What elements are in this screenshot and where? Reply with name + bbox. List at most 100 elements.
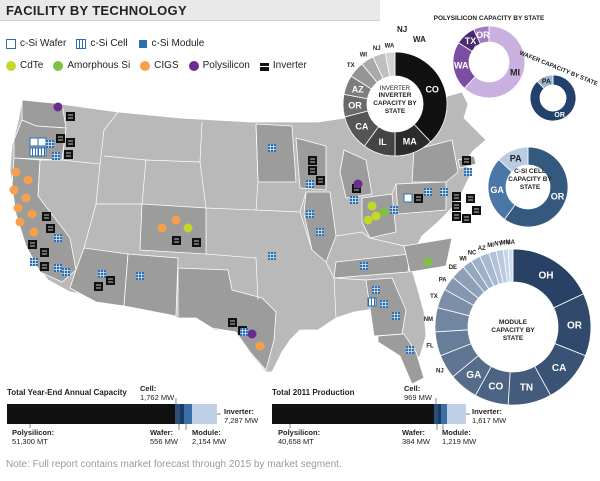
module-label-az: AZ (478, 246, 486, 252)
module-marker-icon (440, 188, 448, 196)
map-label-wa: WA (413, 35, 426, 44)
module-marker-icon (240, 328, 248, 336)
module-label-co: CO (488, 382, 503, 393)
module-marker-icon (306, 210, 314, 218)
inverter-marker-icon (40, 248, 49, 257)
capacity-bar-title: Total Year-End Annual Capacity (7, 388, 127, 397)
production-poly-label: Polysilicon: 40,658 MT (278, 428, 320, 446)
module-marker-icon (464, 168, 472, 176)
inverter-marker-icon (40, 262, 49, 271)
production-bar-wafer (438, 404, 441, 424)
cigs-dot-icon (140, 60, 151, 71)
module-label-pa: PA (439, 277, 448, 283)
inverter-chart-center: INVERTER INVERTER CAPACITY BY STATE (367, 76, 423, 132)
csi-label-pa: PA (510, 154, 522, 164)
amorphous-dot-icon (53, 60, 64, 71)
inverter-label-il: IL (379, 137, 388, 147)
inverter-marker-icon (172, 236, 181, 245)
inverter-chart-title-1: INVERTER (380, 86, 411, 92)
inverter-marker-icon (66, 138, 75, 147)
inverter-label-or: OR (348, 100, 362, 110)
capacity-bar-module (184, 404, 192, 424)
inverter-marker-icon (46, 224, 55, 233)
capacity-poly-label: Polysilicon: 51,300 MT (12, 428, 54, 446)
production-poly-key: Polysilicon: (278, 428, 321, 437)
module-label-tn: TN (520, 383, 533, 394)
module-chart-label: MODULE CAPACITY BY STATE (483, 319, 543, 343)
module-marker-icon (424, 188, 432, 196)
inverter-marker-icon (462, 214, 471, 223)
cigs-dot-icon (255, 341, 265, 351)
capacity-module-key: Module: (192, 428, 221, 437)
module-label-or: OR (567, 321, 583, 332)
inverter-marker-icon (28, 240, 37, 249)
production-wafer-label: Wafer: 384 MW (402, 428, 430, 446)
inverter-marker-icon (42, 212, 51, 221)
inverter-label-wi: WI (360, 52, 368, 58)
inverter-marker-icon (94, 282, 103, 291)
inverter-chart-label: INVERTER CAPACITY BY STATE (370, 92, 420, 116)
module-marker-icon (54, 234, 62, 242)
polysilicon-dot-icon (188, 60, 199, 71)
module-label-tx: TX (430, 294, 438, 300)
production-cell-key: Cell: (404, 384, 421, 393)
capacity-bar (7, 404, 217, 424)
module-label-nc: NC (468, 251, 477, 257)
capacity-wafer-key: Wafer: (150, 428, 174, 437)
inverter-marker-icon (452, 212, 461, 221)
cigs-dot-icon (27, 209, 37, 219)
inverter-marker-icon (228, 318, 237, 327)
capacity-inverter-key: Inverter: (224, 407, 255, 416)
state-michigan (339, 149, 373, 199)
module-label-wi: WI (459, 256, 467, 262)
csi-slice-or (503, 146, 569, 228)
capacity-bar-wafer (180, 404, 184, 424)
capacity-cell-label: Cell: 1,762 MW (140, 384, 174, 402)
capacity-bar-cell (175, 404, 180, 424)
inverter-label-ca: CA (355, 122, 368, 132)
csi-label-ga: GA (490, 185, 504, 195)
polysilicon-chart-title: POLYSILICON CAPACITY BY STATE (434, 15, 545, 22)
wafer-slice-or (529, 74, 577, 122)
inverter-marker-icon (316, 176, 325, 185)
module-label-nm: NM (424, 317, 433, 323)
capacity-inverter-label: Inverter: 7,287 MW (224, 407, 258, 425)
legend-row-thinfilm: CdTe Amorphous Si CIGS Polysilicon Inver… (6, 60, 317, 71)
inverter-marker-icon (452, 202, 461, 211)
module-marker-icon (406, 346, 414, 354)
csi-label-or: OR (551, 192, 565, 202)
facility-markers (9, 102, 481, 354)
module-marker-icon (98, 270, 106, 278)
title-bar: FACILITY BY TECHNOLOGY (0, 0, 380, 21)
capacity-bar-polysilicon (7, 404, 175, 424)
inverter-icon (259, 60, 269, 71)
inverter-marker-icon (308, 156, 317, 165)
wafer-label-or: OR (554, 112, 565, 119)
wafer-marker-icon (403, 193, 413, 203)
csi-chart-label: C-SI CELL CAPACITY BY STATE (508, 168, 552, 192)
cdte-dot-icon (371, 211, 381, 221)
module-label-ny: NY (494, 241, 502, 247)
state-florida (377, 333, 425, 385)
state-north-carolina (403, 237, 453, 273)
inverter-label-co: CO (425, 84, 439, 94)
module-label-ga: GA (466, 370, 481, 381)
legend-item-polysilicon: Polysilicon (188, 60, 250, 71)
module-marker-icon (306, 180, 314, 188)
polysilicon-slice-or (473, 25, 490, 45)
module-label-de: DE (449, 265, 457, 271)
inverter-label-wa: WA (385, 43, 395, 49)
capacity-wafer-label: Wafer: 556 MW (150, 428, 178, 446)
inverter-marker-icon (414, 194, 423, 203)
cigs-dot-icon (15, 217, 25, 227)
cdte-dot-icon (183, 223, 193, 233)
capacity-poly-key: Polysilicon: (12, 428, 55, 437)
state-borders (37, 111, 405, 319)
wafer-slice-pa (536, 74, 554, 90)
module-marker-icon (46, 140, 54, 148)
production-wafer-key: Wafer: (402, 428, 426, 437)
production-bar-polysilicon (272, 404, 434, 424)
module-marker-icon (136, 272, 144, 280)
capacity-inverter-value: 7,287 MW (224, 416, 259, 425)
